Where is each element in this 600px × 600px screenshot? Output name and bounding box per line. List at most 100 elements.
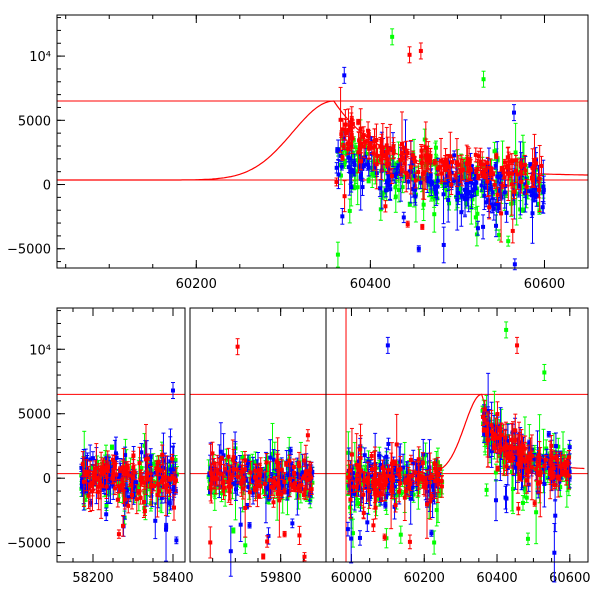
data-point xyxy=(440,171,445,176)
data-point xyxy=(359,141,364,146)
data-point xyxy=(279,492,284,497)
data-point xyxy=(342,194,347,199)
data-point xyxy=(341,144,346,149)
data-point xyxy=(89,465,94,470)
data-point xyxy=(350,136,355,141)
data-point xyxy=(501,170,506,175)
data-point xyxy=(284,461,289,466)
data-point xyxy=(506,239,511,244)
data-point xyxy=(296,488,301,493)
data-point xyxy=(134,480,139,485)
data-point xyxy=(159,495,164,500)
data-point xyxy=(123,467,128,472)
data-point xyxy=(485,179,490,184)
data-point xyxy=(93,470,98,475)
data-point xyxy=(157,489,162,494)
data-point xyxy=(512,110,517,115)
data-point xyxy=(413,178,418,183)
data-point xyxy=(489,186,494,191)
data-point xyxy=(378,157,383,162)
data-point xyxy=(221,479,226,484)
data-point xyxy=(348,124,353,129)
data-point xyxy=(495,174,500,179)
data-point xyxy=(479,183,484,188)
data-point xyxy=(105,468,110,473)
data-point xyxy=(342,136,347,141)
data-point xyxy=(242,467,247,472)
data-point xyxy=(110,476,115,481)
data-point xyxy=(375,153,380,158)
data-point xyxy=(504,165,509,170)
data-point xyxy=(449,182,454,187)
data-point xyxy=(142,443,147,448)
data-point xyxy=(447,171,452,176)
data-point xyxy=(261,554,266,559)
data-point xyxy=(243,458,248,463)
data-point xyxy=(284,477,289,482)
data-point xyxy=(421,202,426,207)
data-point xyxy=(240,469,245,474)
data-point xyxy=(251,478,256,483)
data-point xyxy=(401,174,406,179)
data-point xyxy=(338,117,343,122)
data-point xyxy=(167,501,172,506)
data-point xyxy=(247,482,252,487)
data-point xyxy=(400,185,405,190)
data-point xyxy=(539,163,544,168)
data-point xyxy=(129,492,134,497)
top-light-curve-plot: 60200 60400 60600 −5000 0 5000 10⁴ xyxy=(7,14,589,292)
data-point xyxy=(126,503,131,508)
data-point xyxy=(475,211,480,216)
data-point xyxy=(513,150,518,155)
data-point xyxy=(372,164,377,169)
data-point xyxy=(347,208,352,213)
data-point xyxy=(230,457,235,462)
data-point xyxy=(155,481,160,486)
data-point xyxy=(82,498,87,503)
data-point xyxy=(492,149,497,154)
data-point xyxy=(433,145,438,150)
data-point xyxy=(139,480,144,485)
data-point xyxy=(246,460,251,465)
y-tick-label: 5000 xyxy=(18,114,51,129)
data-point xyxy=(401,145,406,150)
data-point xyxy=(455,197,460,202)
data-point xyxy=(506,163,511,168)
data-point xyxy=(164,527,169,532)
data-point xyxy=(149,483,154,488)
data-point xyxy=(511,199,516,204)
data-point xyxy=(500,183,505,188)
data-point xyxy=(399,167,404,172)
data-point xyxy=(138,495,143,500)
data-point xyxy=(456,191,461,196)
data-point xyxy=(113,451,118,456)
data-point xyxy=(302,487,307,492)
data-point xyxy=(119,482,124,487)
data-point xyxy=(483,167,488,172)
data-point xyxy=(459,193,464,198)
data-point xyxy=(334,165,339,170)
data-point xyxy=(370,145,375,150)
data-point xyxy=(432,160,437,165)
data-point xyxy=(123,453,128,458)
data-point xyxy=(406,179,411,184)
y-tick-label: −5000 xyxy=(7,537,51,552)
data-point xyxy=(355,185,360,190)
data-point xyxy=(454,178,459,183)
data-point xyxy=(358,175,363,180)
data-point xyxy=(420,224,425,229)
data-point xyxy=(129,482,134,487)
data-point xyxy=(266,472,271,477)
data-point xyxy=(534,194,539,199)
data-point xyxy=(250,476,255,481)
data-point xyxy=(468,167,473,172)
plot-frame xyxy=(56,14,589,269)
data-point xyxy=(390,34,395,39)
data-point xyxy=(137,461,142,466)
data-point xyxy=(422,137,427,142)
data-point xyxy=(416,246,421,251)
data-point xyxy=(91,474,96,479)
data-point xyxy=(398,157,403,162)
data-point xyxy=(452,153,457,158)
x-tick-label: 60200 xyxy=(404,571,445,586)
